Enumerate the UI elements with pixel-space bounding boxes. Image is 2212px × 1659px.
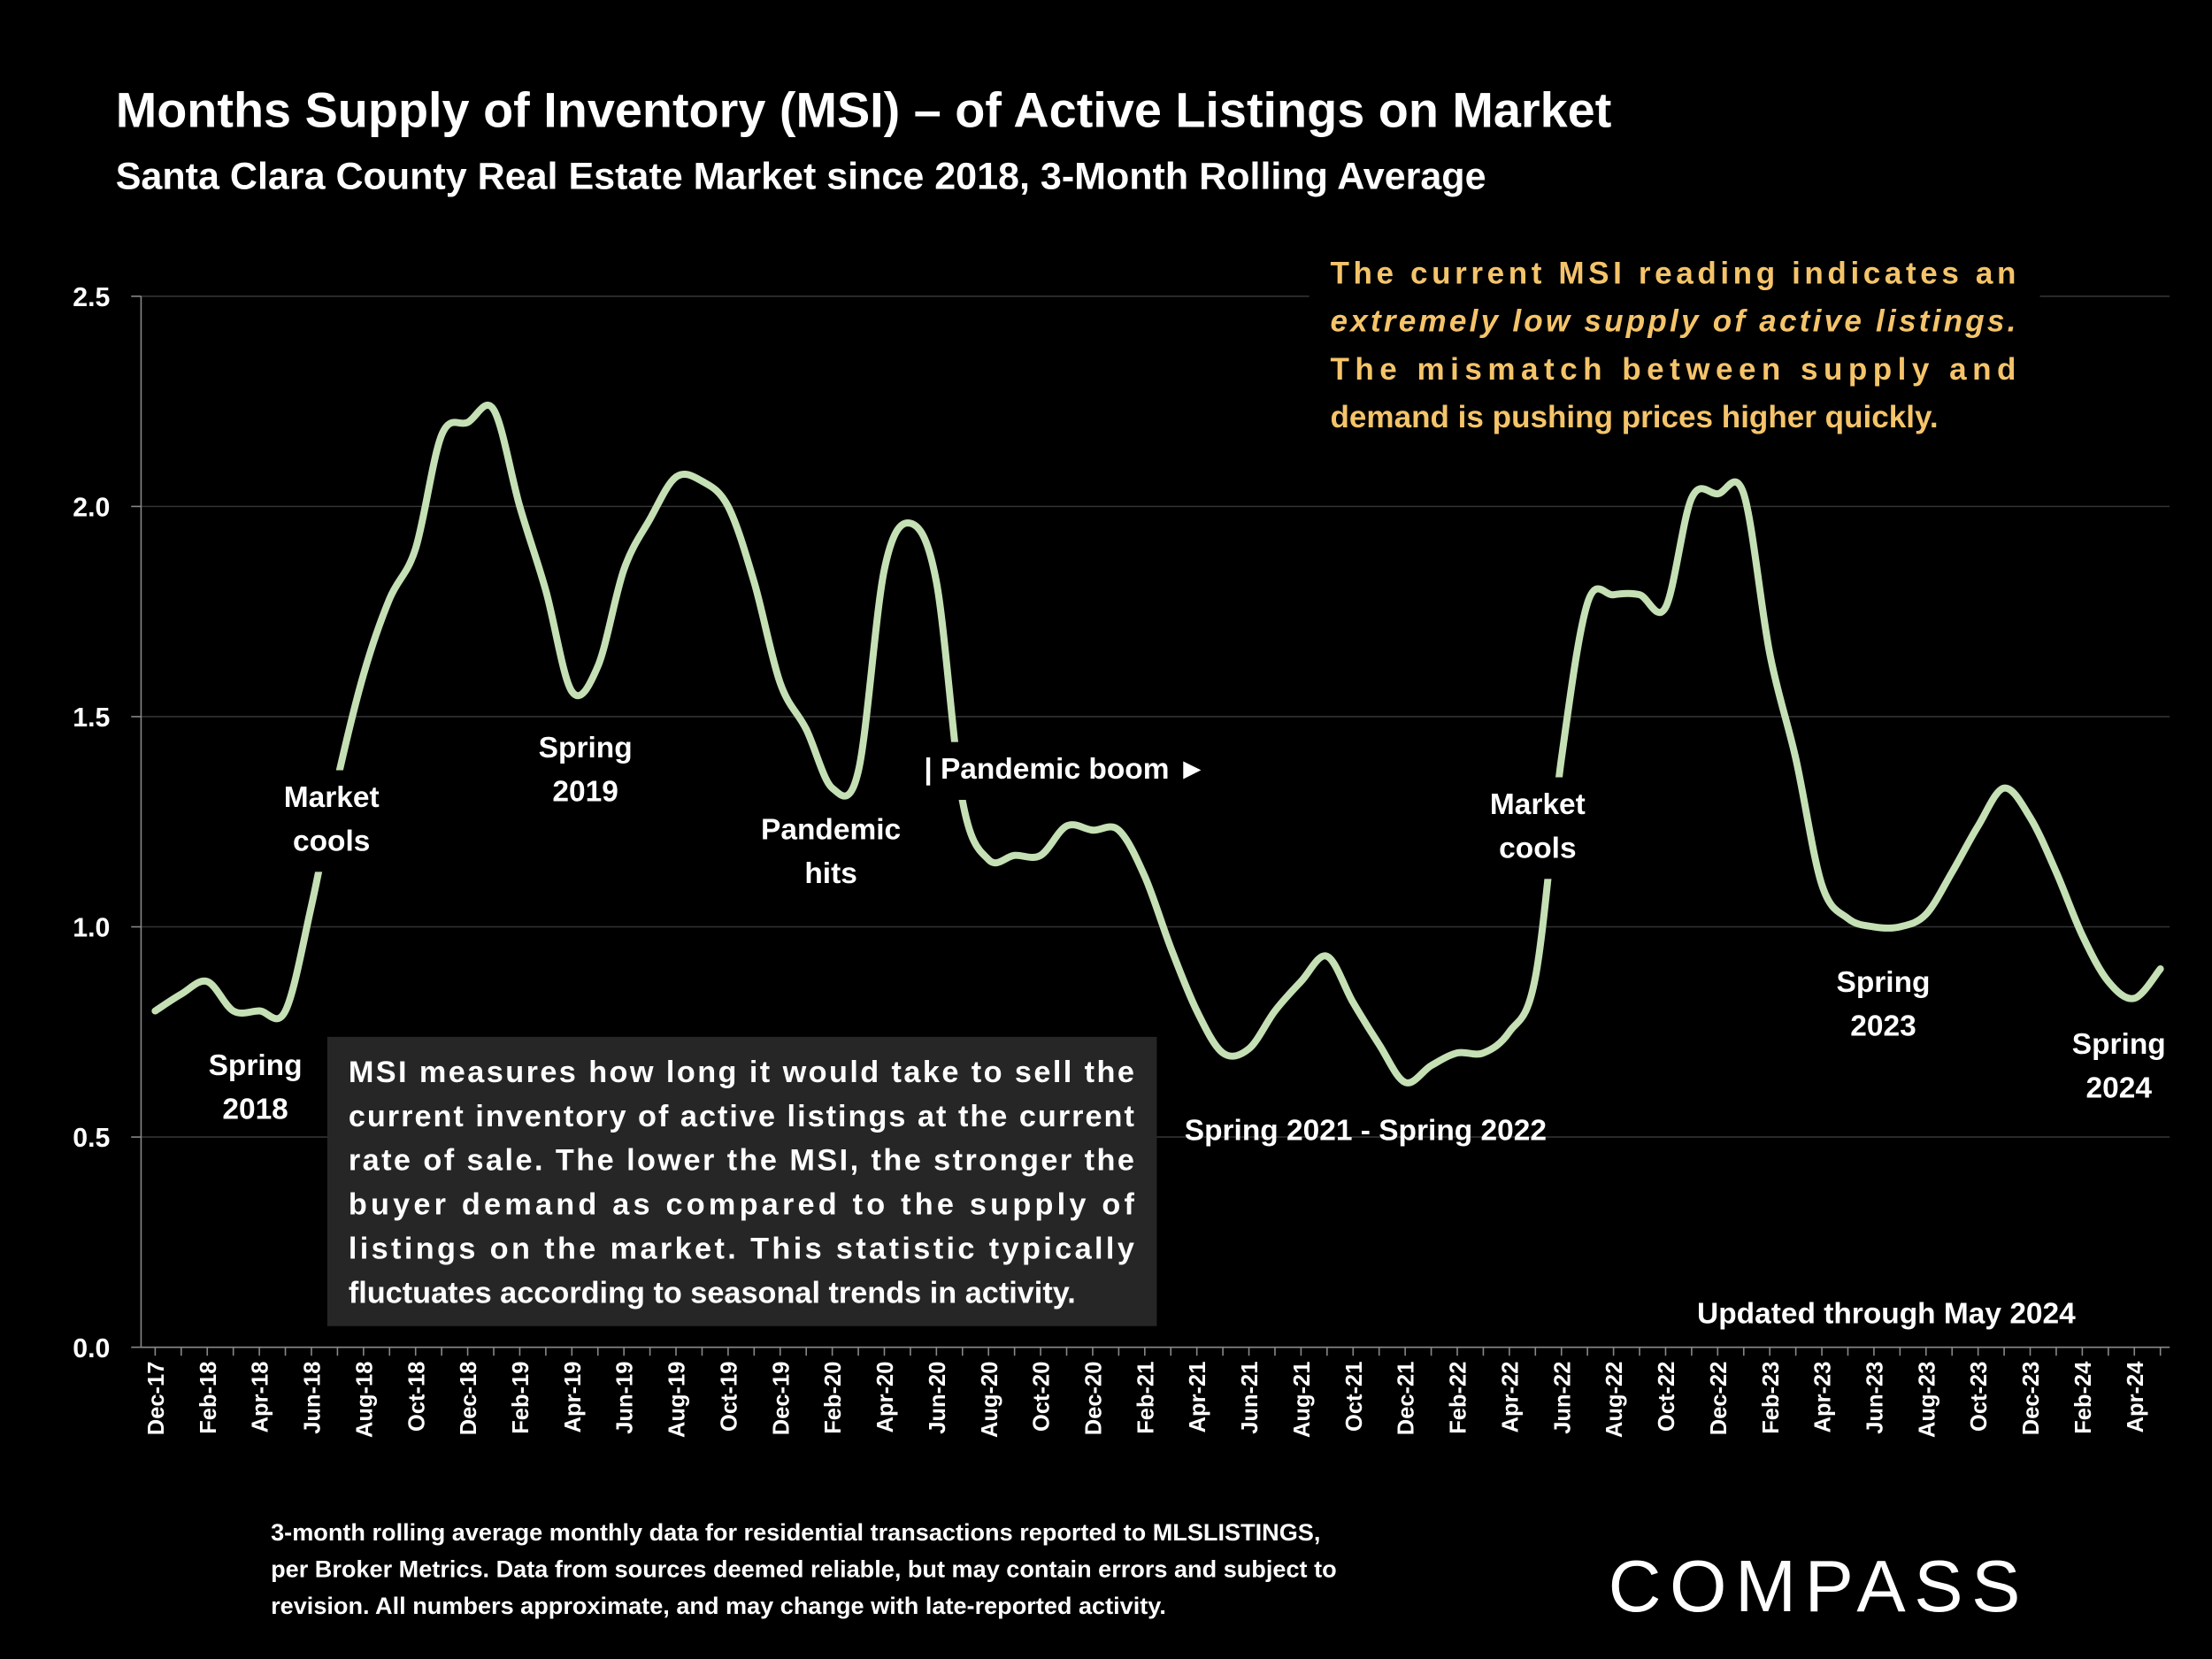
callout-line: demand is pushing prices higher quickly.: [1331, 400, 1939, 434]
annotation-spring2018: Spring 2018: [209, 1049, 303, 1125]
x-tick-label: Aug-23: [1915, 1362, 1939, 1438]
annotation-cools2022: Market cools: [1474, 777, 1601, 879]
x-tick-label: Apr-18: [249, 1362, 273, 1433]
info-box-line: rate of sale. The lower the MSI, the str…: [349, 1144, 1134, 1178]
annotation-text: 2024: [2086, 1071, 2153, 1104]
x-tick-label: Dec-23: [2019, 1362, 2044, 1436]
x-tick-label: Aug-18: [352, 1362, 377, 1438]
annotation-text: cools: [1499, 832, 1576, 864]
y-tick-label: 2.0: [73, 494, 110, 523]
x-tick-label: Aug-22: [1602, 1362, 1627, 1438]
x-tick-label: Apr-21: [1186, 1362, 1210, 1433]
info-box-line: fluctuates according to seasonal trends …: [349, 1276, 1076, 1310]
annotation-text: hits: [804, 857, 857, 890]
annotation-text: Pandemic: [761, 814, 901, 847]
annotation-pandemic: Pandemic hits: [761, 814, 901, 890]
info-box-line: buyer demand as compared to the supply o…: [349, 1188, 1135, 1222]
x-tick-label: Feb-18: [196, 1362, 221, 1434]
callout: The current MSI reading indicates an ext…: [1309, 247, 2040, 445]
y-tick-label: 1.0: [73, 914, 110, 943]
annotation-spring2023: Spring 2023: [1837, 966, 1931, 1042]
annotation-text: Spring 2021 - Spring 2022: [1185, 1114, 1547, 1147]
x-tick-label: Oct-23: [1967, 1362, 1992, 1432]
x-tick-label: Dec-22: [1707, 1362, 1732, 1436]
x-tick-label: Feb-23: [1759, 1362, 1784, 1434]
annotation-text: 2023: [1850, 1010, 1916, 1042]
annotation-text: 2019: [552, 776, 618, 809]
callout-line: extremely low supply of active listings.: [1331, 304, 2016, 339]
x-tick-label: Jun-22: [1550, 1362, 1575, 1434]
x-tick-label: Jun-18: [301, 1362, 326, 1434]
annotation-spring2024: Spring 2024: [2072, 1028, 2166, 1104]
annotation-boom: | Pandemic boom ►: [918, 741, 1236, 801]
x-tick-label: Apr-19: [561, 1362, 586, 1433]
y-tick-label: 0.5: [73, 1124, 110, 1153]
x-tick-label: Apr-24: [2124, 1361, 2148, 1433]
chart-subtitle: Santa Clara County Real Estate Market si…: [116, 156, 1486, 198]
x-tick-label: Aug-19: [665, 1362, 690, 1438]
x-tick-label: Dec-19: [769, 1362, 794, 1436]
updated-label: Updated through May 2024: [1697, 1298, 2076, 1331]
x-tick-label: Feb-21: [1133, 1362, 1158, 1434]
info-box: MSI measures how long it would take to s…: [326, 1036, 1157, 1326]
info-box-line: current inventory of active listings at …: [349, 1100, 1134, 1133]
annotation-text: Market: [284, 781, 380, 814]
footer-line: revision. All numbers approximate, and m…: [271, 1592, 1166, 1619]
callout-line: The mismatch between supply and: [1331, 352, 2016, 387]
annotation-text: Spring: [209, 1049, 303, 1082]
y-tick-label: 2.5: [73, 283, 110, 312]
x-tick-label: Jun-20: [926, 1362, 950, 1434]
x-tick-label: Dec-20: [1082, 1362, 1107, 1436]
x-tick-label: Oct-18: [404, 1362, 429, 1432]
x-tick-label: Jun-21: [1238, 1362, 1263, 1434]
x-tick-label: Feb-22: [1447, 1362, 1471, 1434]
x-tick-label: Jun-23: [1863, 1362, 1887, 1434]
annotation-text: Spring: [1837, 966, 1931, 999]
annotation-text: Spring: [539, 732, 633, 764]
x-tick-label: Oct-20: [1030, 1362, 1055, 1432]
chart-title: Months Supply of Inventory (MSI) – of Ac…: [116, 81, 1612, 137]
x-tick-label: Oct-19: [717, 1362, 741, 1432]
annotation-text: 2018: [222, 1093, 288, 1125]
x-tick-label: Apr-22: [1498, 1362, 1523, 1433]
y-axis-ticks: 0.0 0.5 1.0 1.5 2.0 2.5: [73, 283, 142, 1363]
x-tick-label: Oct-22: [1655, 1362, 1679, 1432]
info-box-line: listings on the market. This statistic t…: [349, 1233, 1134, 1266]
x-tick-label: Dec-17: [144, 1362, 169, 1436]
annotation-spring2019: Spring 2019: [539, 732, 633, 808]
x-tick-label: Oct-21: [1342, 1362, 1367, 1432]
annotation-spring2122: Spring 2021 - Spring 2022: [1185, 1114, 1547, 1147]
footer-line: per Broker Metrics. Data from sources de…: [271, 1555, 1337, 1583]
annotations: Spring 2018 Market cools Spring 2019 Pandemic h…: [209, 732, 2166, 1147]
x-tick-label: Feb-20: [821, 1362, 846, 1434]
x-tick-label: Feb-24: [2071, 1361, 2096, 1434]
x-tick-label: Apr-20: [873, 1362, 898, 1433]
footer-line: 3-month rolling average monthly data for…: [271, 1518, 1320, 1546]
y-tick-label: 0.0: [73, 1334, 110, 1363]
x-tick-label: Jun-19: [613, 1362, 638, 1434]
y-tick-label: 1.5: [73, 703, 110, 733]
x-tick-label: Feb-19: [509, 1362, 534, 1434]
x-tick-label: Dec-21: [1394, 1362, 1419, 1436]
x-tick-label: Aug-21: [1290, 1362, 1315, 1438]
annotation-text: | Pandemic boom ►: [924, 753, 1207, 786]
x-tick-label: Aug-20: [978, 1362, 1002, 1438]
footer-note: 3-month rolling average monthly data for…: [271, 1518, 1337, 1619]
x-tick-label: Dec-18: [457, 1362, 481, 1436]
annotation-text: cools: [293, 825, 370, 857]
compass-logo: COMPASS: [1609, 1545, 2029, 1627]
msi-line: [151, 402, 2164, 1087]
x-tick-label: Apr-23: [1811, 1362, 1836, 1433]
annotation-cools2018: Market cools: [267, 770, 396, 872]
annotation-text: Market: [1490, 788, 1586, 821]
annotation-text: Spring: [2072, 1028, 2166, 1061]
x-axis-ticks: Dec-17 Feb-18 Apr-18 Jun-18 Aug-18 Oct-18 Dec-…: [141, 1346, 2170, 1438]
